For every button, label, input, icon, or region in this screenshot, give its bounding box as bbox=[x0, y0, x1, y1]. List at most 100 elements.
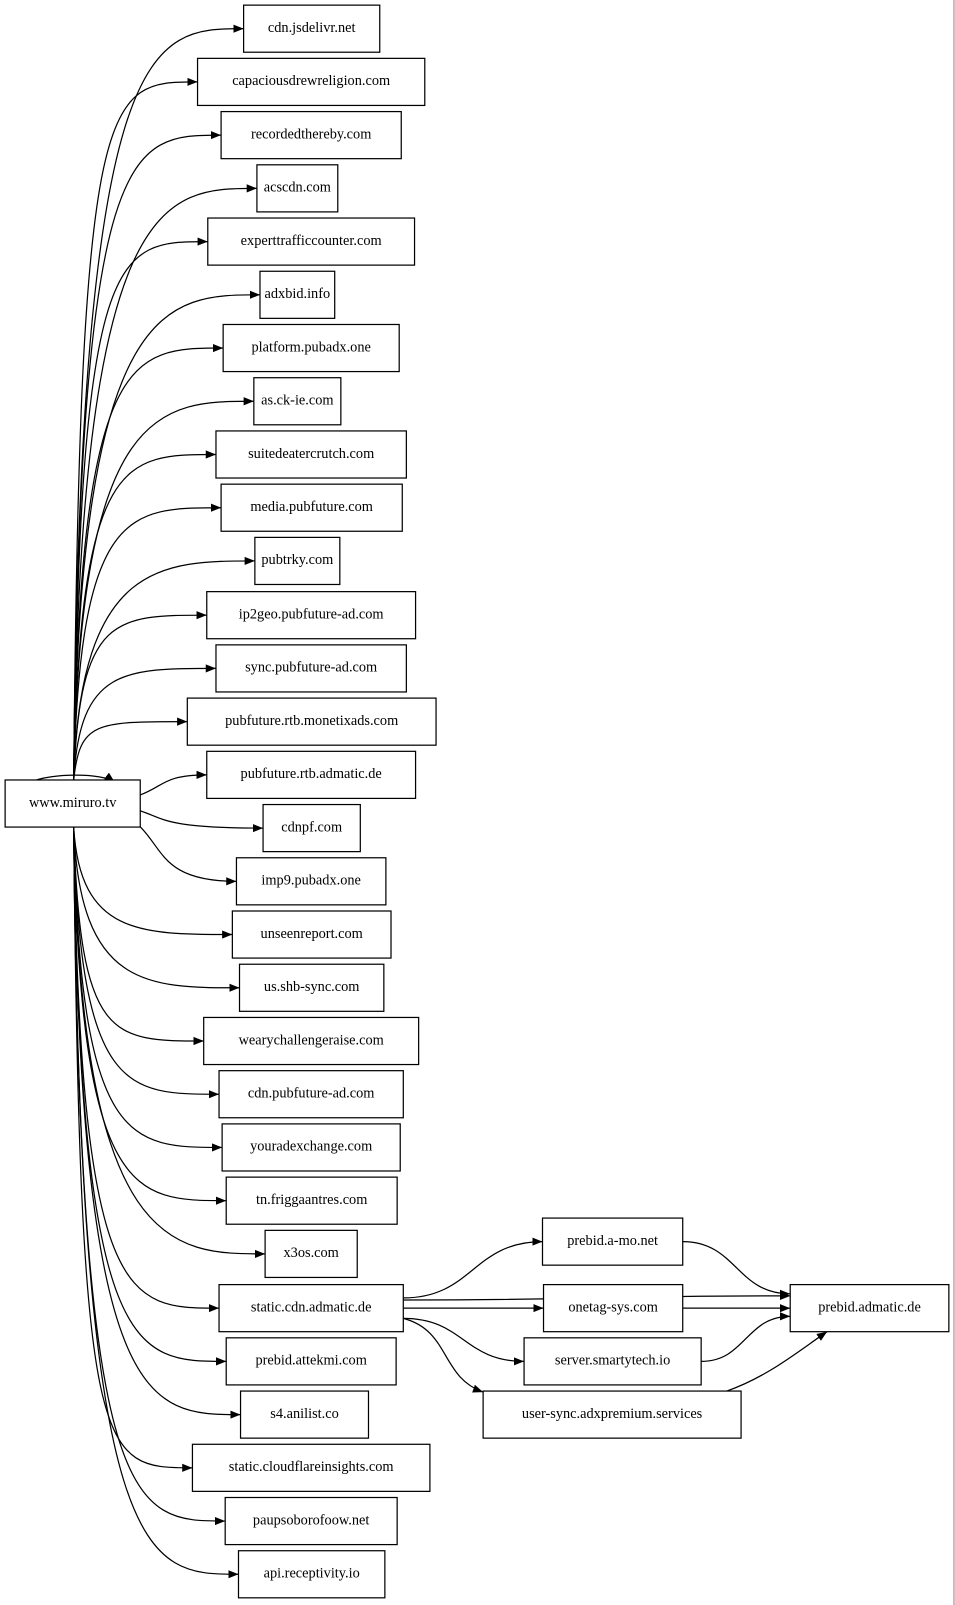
node-label: tn.friggaantres.com bbox=[256, 1192, 367, 1208]
node-box bbox=[789, 1283, 950, 1333]
edge-arrow bbox=[73, 611, 207, 781]
edge-arrow bbox=[73, 131, 222, 780]
edge-arrow bbox=[73, 827, 227, 1205]
edge-arrow bbox=[73, 343, 224, 780]
node-label: pubtrky.com bbox=[261, 552, 333, 568]
node-label: prebid.attekmi.com bbox=[255, 1353, 366, 1369]
node-label: api.receptivity.io bbox=[264, 1566, 360, 1582]
node-box bbox=[215, 430, 407, 479]
edge-arrow bbox=[682, 1241, 791, 1298]
edge-arrow bbox=[73, 827, 220, 1313]
edge-arrow bbox=[403, 1317, 484, 1393]
node-box bbox=[541, 1217, 684, 1266]
node-box bbox=[225, 1337, 397, 1386]
node-label: imp9.pubadx.one bbox=[261, 873, 361, 889]
node-label: media.pubfuture.com bbox=[250, 499, 373, 515]
node-label: youradexchange.com bbox=[250, 1139, 372, 1155]
node-label: static.cloudflareinsights.com bbox=[229, 1459, 394, 1475]
node-box bbox=[237, 1550, 386, 1599]
node-label: server.smartytech.io bbox=[555, 1353, 670, 1369]
edge-arrow bbox=[73, 237, 208, 780]
node-box bbox=[238, 963, 385, 1012]
edge-arrow bbox=[403, 1237, 543, 1299]
node-label: onetag-sys.com bbox=[568, 1299, 658, 1315]
edge-arrow bbox=[73, 827, 239, 1579]
node-box bbox=[220, 110, 402, 160]
node-box bbox=[231, 910, 392, 959]
edge-arrow bbox=[73, 450, 216, 780]
node-box bbox=[262, 803, 361, 853]
node-label: as.ck-ie.com bbox=[261, 393, 333, 409]
node-box bbox=[191, 1443, 431, 1492]
edge-arrow bbox=[73, 827, 233, 939]
edge-arrow bbox=[73, 827, 220, 1099]
edge-arrow bbox=[726, 1331, 828, 1392]
node-label: adxbid.info bbox=[265, 286, 331, 302]
node-label: paupsoborofoow.net bbox=[253, 1512, 369, 1528]
node-box bbox=[235, 857, 387, 906]
node-box bbox=[207, 217, 416, 266]
node-box bbox=[218, 1283, 404, 1333]
node-label: s4.anilist.co bbox=[270, 1406, 338, 1422]
node-label: experttrafficcounter.com bbox=[241, 233, 382, 249]
node-label: ip2geo.pubfuture-ad.com bbox=[239, 606, 384, 622]
node-label: static.cdn.admatic.de bbox=[251, 1299, 372, 1315]
node-label: cdn.pubfuture-ad.com bbox=[248, 1086, 375, 1102]
node-box bbox=[220, 483, 403, 532]
node-box bbox=[542, 1283, 684, 1333]
node-label: x3os.com bbox=[284, 1245, 339, 1261]
edge-arrow bbox=[73, 827, 266, 1258]
node-label: user-sync.adxpremium.services bbox=[522, 1406, 703, 1422]
edge-arrow bbox=[403, 1317, 525, 1366]
edge-arrow bbox=[701, 1312, 791, 1362]
node-box bbox=[221, 1123, 401, 1172]
node-box bbox=[254, 536, 341, 586]
node-box bbox=[482, 1390, 742, 1439]
edge-arrow bbox=[73, 827, 241, 1419]
node-box bbox=[222, 323, 400, 373]
node-box bbox=[225, 1176, 398, 1225]
node-label: pubfuture.rtb.admatic.de bbox=[241, 766, 382, 782]
node-label: unseenreport.com bbox=[261, 926, 363, 942]
node-box bbox=[259, 270, 336, 319]
node-label: capaciousdrewreligion.com bbox=[232, 73, 390, 89]
node-box bbox=[256, 164, 339, 213]
node-label: www.miruro.tv bbox=[29, 795, 117, 811]
edge-arrow bbox=[73, 717, 188, 781]
node-label: cdnpf.com bbox=[281, 819, 342, 835]
node-box bbox=[4, 779, 141, 828]
node-box bbox=[203, 1016, 420, 1066]
node-box bbox=[242, 4, 381, 53]
edge-arrow bbox=[73, 827, 226, 1526]
edge-arrow bbox=[73, 290, 260, 780]
node-label: us.shb-sync.com bbox=[264, 979, 360, 995]
edge-arrow bbox=[73, 827, 240, 992]
node-label: prebid.a-mo.net bbox=[567, 1233, 658, 1249]
node-label: sync.pubfuture-ad.com bbox=[245, 660, 377, 676]
node-box bbox=[264, 1229, 358, 1279]
node-box bbox=[186, 697, 437, 746]
node-label: recordedthereby.com bbox=[251, 126, 371, 142]
node-box bbox=[224, 1496, 398, 1546]
node-label: wearychallengeraise.com bbox=[239, 1032, 384, 1048]
node-label: suitedeatercrutch.com bbox=[248, 446, 374, 462]
node-label: prebid.admatic.de bbox=[818, 1299, 921, 1315]
edge-arrow bbox=[73, 827, 193, 1472]
edge-arrow bbox=[139, 826, 237, 886]
node-box bbox=[253, 377, 342, 426]
edge-arrow bbox=[140, 770, 207, 796]
node-box bbox=[206, 591, 417, 640]
node-box bbox=[218, 1070, 404, 1119]
edge-arrow bbox=[73, 503, 222, 780]
edge-arrow bbox=[73, 827, 204, 1046]
node-box bbox=[215, 644, 407, 693]
node-label: pubfuture.rtb.monetixads.com bbox=[225, 713, 398, 729]
node-label: cdn.jsdelivr.net bbox=[268, 20, 356, 36]
edge-arrow bbox=[140, 810, 264, 833]
node-box bbox=[239, 1390, 370, 1439]
edge-arrow bbox=[73, 664, 216, 781]
edge-arrow bbox=[73, 77, 198, 780]
node-label: platform.pubadx.one bbox=[251, 339, 370, 355]
